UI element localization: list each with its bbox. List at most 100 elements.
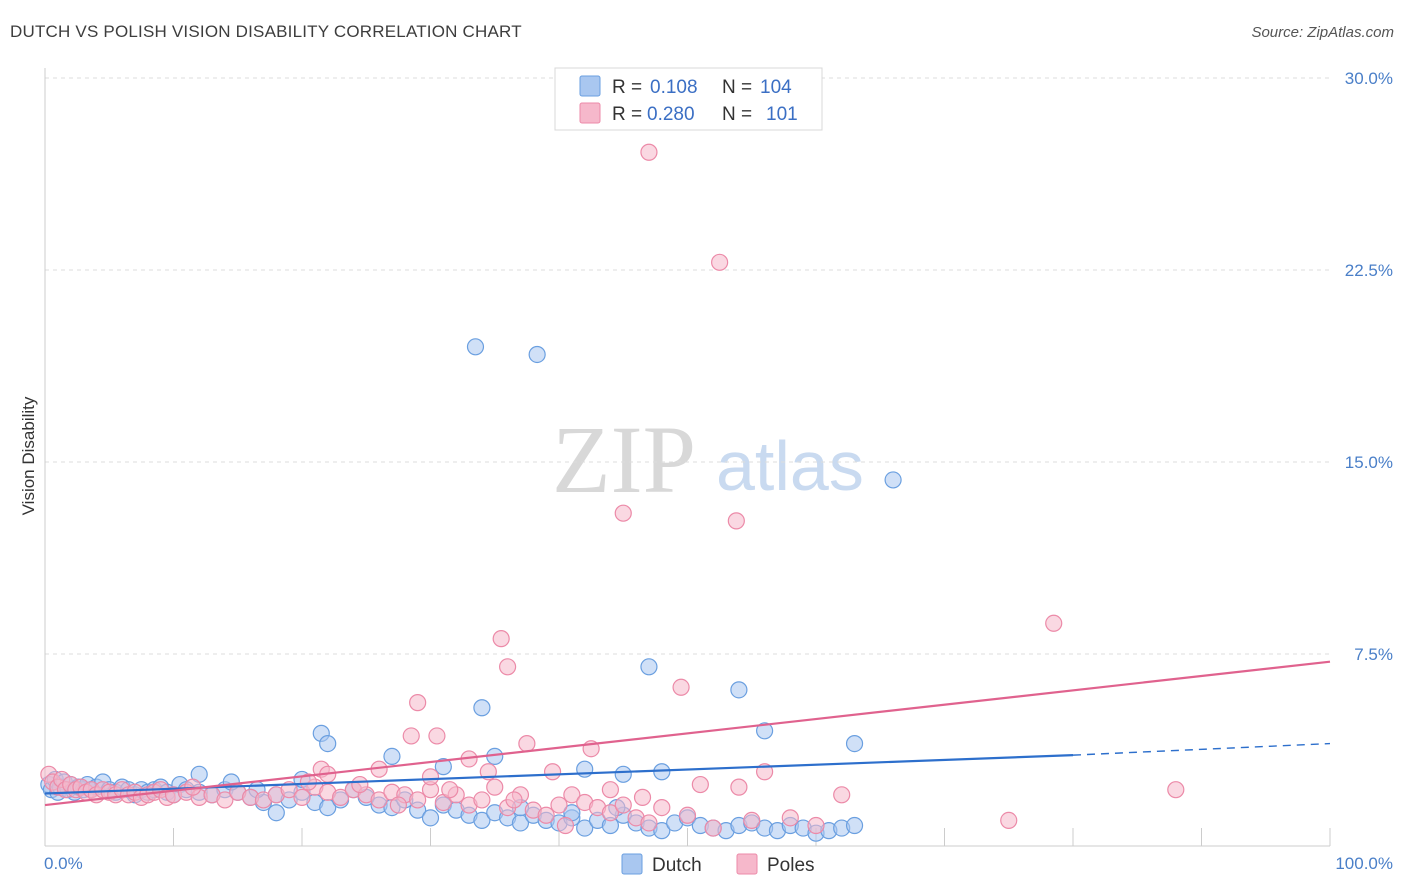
tick-labels: 7.5% 15.0% 22.5% 30.0% 0.0% 100.0% [44, 69, 1393, 873]
y-tick-label-1: 15.0% [1345, 453, 1393, 472]
bottom-legend-label-poles: Poles [767, 855, 815, 876]
point-poles-83 [421, 768, 440, 786]
point-dutch-91 [576, 760, 594, 778]
point-poles-35 [331, 788, 350, 806]
point-dutch-94 [755, 722, 774, 740]
point-poles-38 [370, 791, 388, 809]
legend-r-label-2: R = [612, 104, 642, 125]
point-poles-87 [730, 778, 748, 796]
point-poles-72 [499, 658, 517, 676]
legend-n-value-1: 104 [760, 77, 792, 98]
point-poles-100 [556, 816, 575, 835]
chart-source: Source: ZipAtlas.com [1251, 24, 1394, 41]
point-dutch-46 [421, 809, 440, 827]
point-poles-89 [833, 786, 851, 804]
watermark-atlas: atlas [716, 427, 864, 505]
point-poles-57 [614, 796, 632, 814]
legend-r-label-1: R = [612, 77, 642, 98]
point-poles-56 [601, 804, 620, 822]
point-poles-32 [293, 788, 311, 806]
point-dutch-81 [528, 345, 546, 364]
point-poles-46 [473, 791, 491, 809]
point-poles-85 [543, 763, 562, 781]
legend-n-label-1: N = [722, 77, 752, 98]
legend-n-value-2: 101 [766, 104, 798, 125]
point-poles-66 [640, 143, 658, 161]
point-poles-73 [672, 678, 690, 696]
point-dutch-85 [473, 699, 491, 717]
point-poles-31 [280, 781, 298, 799]
point-poles-64 [781, 809, 799, 827]
point-poles-86 [691, 775, 709, 794]
bottom-legend-swatch-dutch [621, 853, 643, 875]
point-poles-97 [389, 796, 407, 814]
legend-swatch-dutch [579, 75, 601, 97]
point-poles-91 [1167, 781, 1185, 799]
point-dutch-58 [576, 819, 594, 837]
y-axis-label: Vision Disability [19, 396, 38, 515]
point-poles-93 [601, 781, 620, 799]
trend-line-poles [44, 660, 1331, 807]
point-poles-59 [640, 814, 658, 832]
point-dutch-64 [653, 822, 671, 840]
axes [44, 68, 1331, 847]
bottom-legend-swatch-poles [736, 853, 758, 875]
point-dutch-82 [884, 471, 902, 489]
y-tick-label-2: 22.5% [1345, 261, 1393, 280]
point-poles-77 [518, 734, 536, 753]
stats-legend: R = 0.108 N = 104 R = 0.280 N = 101 [554, 67, 823, 131]
point-poles-62 [704, 819, 722, 837]
point-poles-76 [428, 727, 446, 745]
y-tick-label-3: 30.0% [1345, 69, 1393, 88]
point-dutch-84 [730, 681, 748, 699]
point-dutch-80 [466, 338, 485, 356]
point-dutch-95 [845, 734, 864, 753]
point-poles-53 [563, 786, 581, 804]
point-poles-71 [492, 630, 510, 648]
point-dutch-103 [267, 804, 285, 822]
bottom-legend-label-dutch: Dutch [652, 855, 702, 876]
point-poles-92 [299, 773, 318, 791]
watermark-zip: ZIP [552, 406, 696, 513]
point-poles-41 [409, 791, 427, 809]
point-poles-60 [653, 798, 671, 817]
point-poles-26 [216, 791, 234, 809]
point-poles-63 [743, 811, 761, 830]
point-poles-65 [807, 816, 825, 835]
point-poles-67 [711, 253, 729, 271]
point-dutch-89 [434, 758, 452, 776]
point-poles-47 [486, 778, 504, 796]
trend-line-dutch-extension [1072, 742, 1331, 756]
point-dutch-83 [640, 658, 658, 676]
legend-swatch-poles [579, 102, 601, 124]
trend-line-dutch [44, 754, 1074, 795]
chart-title: DUTCH VS POLISH VISION DISABILITY CORREL… [10, 22, 522, 41]
point-poles-98 [441, 781, 459, 799]
trend-lines [44, 660, 1331, 807]
x-tick-label-min: 0.0% [44, 854, 83, 873]
legend-n-label-2: N = [722, 104, 752, 125]
point-poles-96 [351, 775, 369, 794]
point-poles-74 [409, 694, 427, 712]
point-poles-68 [614, 504, 632, 522]
point-dutch-92 [614, 765, 632, 783]
series-legend: Dutch Poles [621, 853, 815, 876]
point-poles-52 [550, 796, 568, 814]
gridlines [45, 77, 1330, 655]
x-tick-label-max: 100.0% [1335, 854, 1393, 873]
point-poles-70 [1045, 614, 1063, 632]
point-dutch-87 [319, 734, 337, 753]
point-poles-94 [633, 788, 652, 806]
point-dutch-88 [383, 747, 401, 766]
point-poles-61 [678, 806, 697, 824]
point-dutch-50 [473, 811, 491, 830]
legend-r-value-2: 0.280 [647, 104, 695, 125]
point-poles-99 [505, 791, 523, 809]
legend-r-value-1: 0.108 [650, 77, 698, 98]
point-dutch-79 [845, 816, 864, 835]
y-tick-label-0: 7.5% [1354, 645, 1393, 664]
point-poles-75 [402, 727, 420, 745]
point-poles-51 [537, 806, 555, 824]
point-poles-69 [727, 512, 745, 530]
